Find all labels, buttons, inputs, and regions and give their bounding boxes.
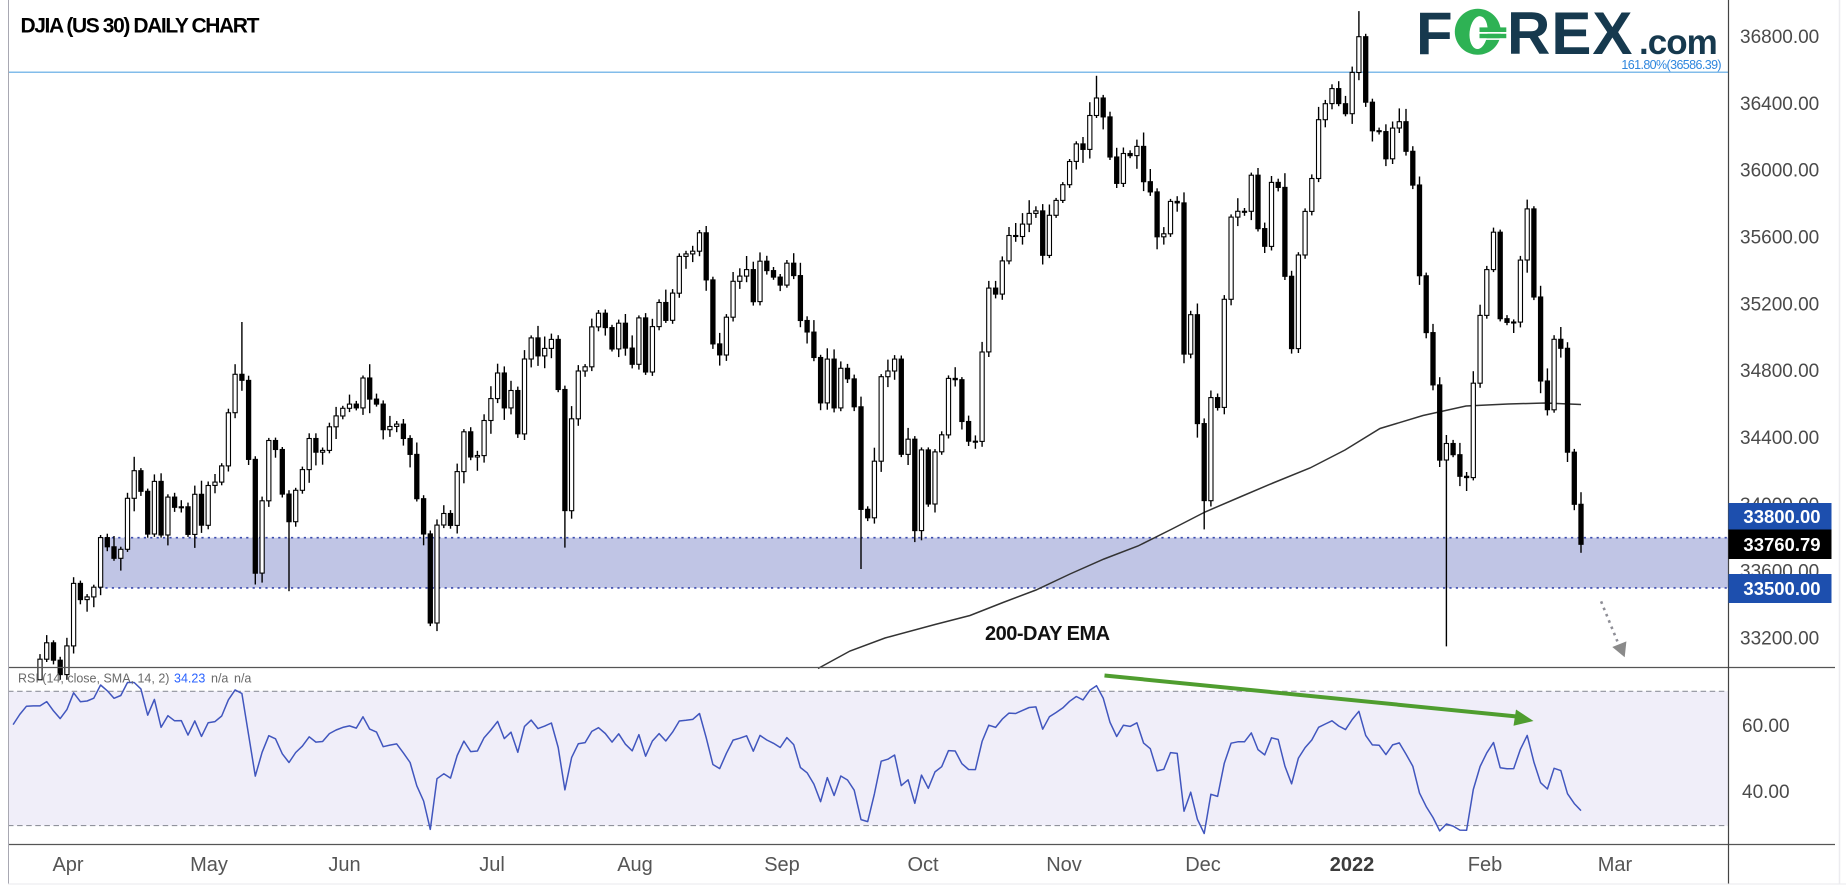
svg-text:36400.00: 36400.00	[1740, 94, 1819, 115]
svg-text:Sep: Sep	[764, 854, 800, 876]
svg-text:F: F	[1416, 0, 1453, 67]
svg-text:May: May	[190, 854, 228, 876]
svg-text:35600.00: 35600.00	[1740, 228, 1819, 249]
svg-text:36000.00: 36000.00	[1740, 161, 1819, 182]
svg-text:n/a: n/a	[211, 672, 228, 686]
svg-text:n/a: n/a	[234, 672, 251, 686]
svg-text:REX: REX	[1507, 0, 1633, 67]
svg-text:40.00: 40.00	[1742, 782, 1790, 803]
svg-text:Jul: Jul	[479, 854, 505, 876]
svg-text:36800.00: 36800.00	[1740, 27, 1819, 48]
svg-text:161.80%(36586.39): 161.80%(36586.39)	[1621, 58, 1721, 72]
svg-text:Aug: Aug	[617, 854, 653, 876]
svg-text:33500.00: 33500.00	[1743, 578, 1820, 599]
svg-text:2022: 2022	[1330, 854, 1375, 876]
svg-text:.com: .com	[1639, 23, 1717, 62]
svg-text:RSI (14, close, SMA, 14, 2): RSI (14, close, SMA, 14, 2)	[18, 672, 169, 686]
svg-text:60.00: 60.00	[1742, 716, 1790, 737]
svg-text:DJIA (US 30) DAILY CHART: DJIA (US 30) DAILY CHART	[21, 15, 260, 38]
svg-text:Nov: Nov	[1046, 854, 1082, 876]
svg-text:33200.00: 33200.00	[1740, 629, 1819, 650]
svg-text:Oct: Oct	[907, 854, 939, 876]
svg-text:35200.00: 35200.00	[1740, 294, 1819, 315]
svg-text:33760.79: 33760.79	[1743, 534, 1820, 555]
svg-text:34800.00: 34800.00	[1740, 361, 1819, 382]
svg-text:33800.00: 33800.00	[1743, 506, 1820, 527]
svg-text:Apr: Apr	[52, 854, 83, 876]
svg-text:200-DAY EMA: 200-DAY EMA	[985, 623, 1110, 645]
svg-text:Feb: Feb	[1468, 854, 1502, 876]
svg-text:Jun: Jun	[328, 854, 360, 876]
svg-text:34.23: 34.23	[174, 672, 205, 686]
svg-text:Dec: Dec	[1185, 854, 1221, 876]
svg-text:Mar: Mar	[1598, 854, 1633, 876]
svg-text:34400.00: 34400.00	[1740, 428, 1819, 449]
